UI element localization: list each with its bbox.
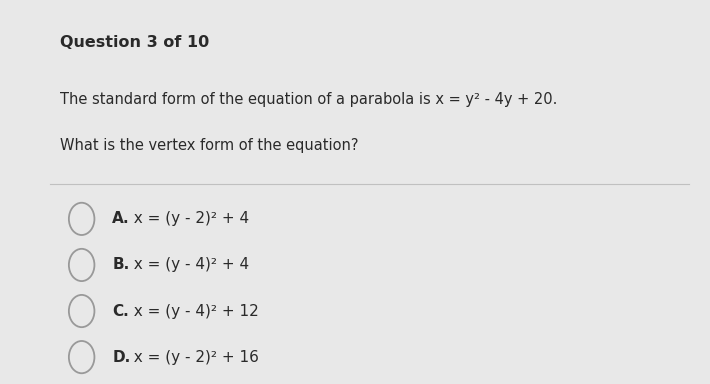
Text: D.: D. [112,349,131,365]
Text: The standard form of the equation of a parabola is x = y² - 4y + 20.: The standard form of the equation of a p… [60,92,558,107]
Text: C.: C. [112,303,129,319]
Text: Question 3 of 10: Question 3 of 10 [60,35,209,50]
Text: What is the vertex form of the equation?: What is the vertex form of the equation? [60,138,359,153]
Text: B.: B. [112,257,129,273]
Text: x = (y - 4)² + 4: x = (y - 4)² + 4 [124,257,249,273]
Text: A.: A. [112,211,130,227]
Text: x = (y - 2)² + 4: x = (y - 2)² + 4 [124,211,249,227]
Text: x = (y - 2)² + 16: x = (y - 2)² + 16 [124,349,259,365]
Text: x = (y - 4)² + 12: x = (y - 4)² + 12 [124,303,259,319]
